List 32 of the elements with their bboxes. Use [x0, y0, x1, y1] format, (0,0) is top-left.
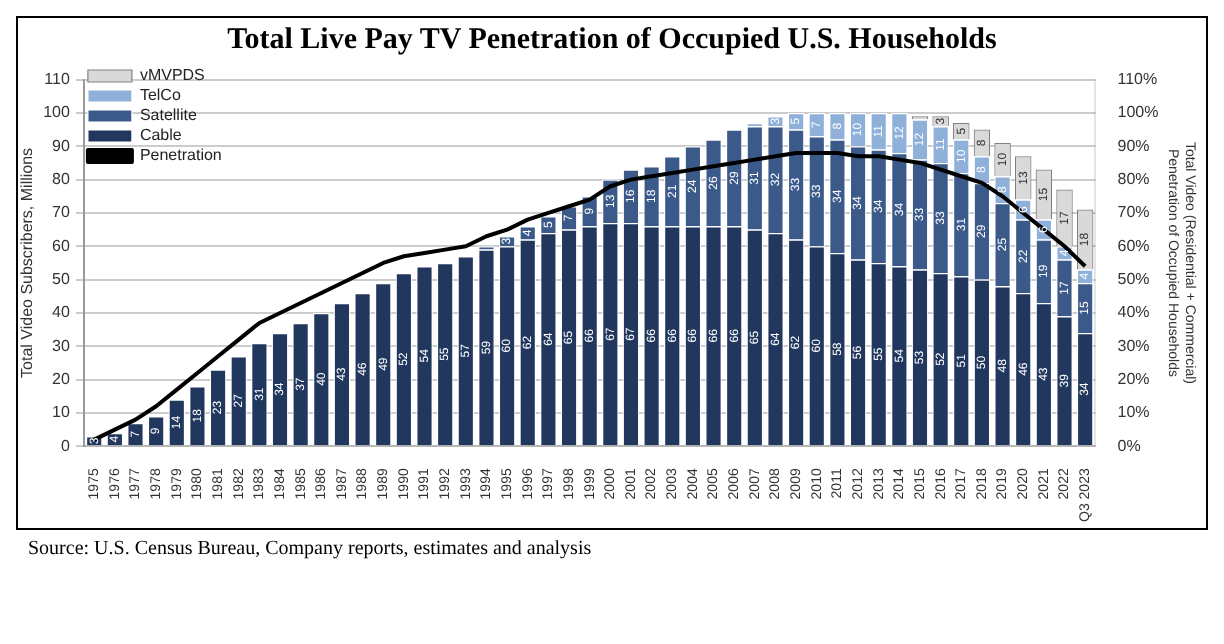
y2-tick-label: 110% [1117, 70, 1158, 89]
y2-tick-label: 40% [1117, 303, 1150, 322]
y2-tick-label: 100% [1117, 103, 1159, 122]
y2-tick-label: 90% [1117, 136, 1150, 155]
y-tick-label: 10 [52, 403, 71, 422]
legend-label: TelCo [139, 86, 182, 105]
chart-title: Total Live Pay TV Penetration of Occupied U.S. Households [16, 16, 1208, 64]
y2-tick-label: 70% [1117, 203, 1150, 222]
y-tick-label: 20 [52, 370, 71, 389]
y-tick-label: 110 [44, 70, 71, 89]
y-tick-label: 80 [52, 170, 71, 189]
y-tick-label: 50 [52, 270, 71, 289]
y-tick-label: 30 [52, 336, 71, 355]
source-note: Source: U.S. Census Bureau, Company reports, estimates and analysis [16, 528, 1208, 568]
y2-tick-label: 30% [1117, 336, 1150, 355]
legend-label: Penetration [139, 146, 222, 165]
y-tick-label: 60 [52, 236, 71, 255]
legend-label: Cable [139, 126, 183, 145]
legend-label: Satellite [139, 106, 198, 125]
legend-label: vMVPDS [139, 66, 205, 85]
y2-tick-label: 10% [1117, 403, 1150, 422]
y2-tick-label: 50% [1117, 270, 1150, 289]
y-tick-label: 100 [43, 103, 71, 122]
y2-tick-label: 20% [1117, 370, 1150, 389]
y2-tick-label: 60% [1117, 236, 1150, 255]
y-tick-label: 0 [60, 436, 71, 455]
y-tick-label: 70 [52, 203, 71, 222]
y-tick-label: 40 [52, 303, 71, 322]
y-axis-title: Total Video Subscribers, Millions [18, 147, 37, 378]
y2-tick-label: 80% [1117, 170, 1150, 189]
y-tick-label: 90 [52, 136, 71, 155]
y2-tick-label: 0% [1117, 436, 1141, 455]
